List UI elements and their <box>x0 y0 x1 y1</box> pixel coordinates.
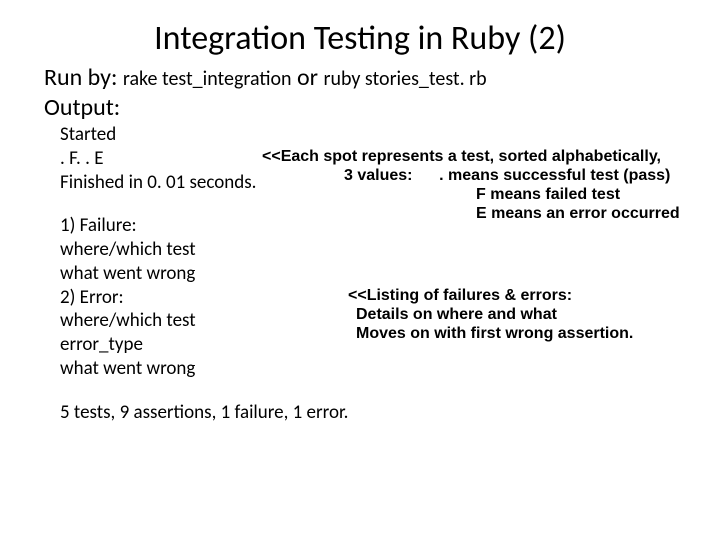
runby-line: Run by: rake test_integration or ruby st… <box>44 63 700 93</box>
out-failure-l1: where/which test <box>60 238 700 262</box>
out-summary: 5 tests, 9 assertions, 1 failure, 1 erro… <box>60 401 700 425</box>
out-failure-l2: what went wrong <box>60 262 700 286</box>
out-error-l3: what went wrong <box>60 357 700 381</box>
annotation-2-line2: Details on where and what <box>356 305 557 324</box>
runby-label: Run by: <box>44 63 117 92</box>
annotation-2-line1: <<Listing of failures & errors: <box>348 286 572 305</box>
content-area: Run by: rake test_integration or ruby st… <box>0 63 720 424</box>
annotation-1-line3: F means failed test <box>476 185 620 204</box>
out-started: Started <box>60 123 700 147</box>
annotation-2-line3: Moves on with first wrong assertion. <box>356 324 633 343</box>
cmd2: ruby stories_test. rb <box>323 67 486 91</box>
or-label: or <box>297 63 318 92</box>
output-label: Output: <box>44 93 700 123</box>
slide-title: Integration Testing in Ruby (2) <box>0 0 720 63</box>
annotation-1-line1: <<Each spot represents a test, sorted al… <box>262 147 661 166</box>
annotation-1-line2: 3 values: . means successful test (pass) <box>344 166 670 185</box>
output-block: Started . F. . E Finished in 0. 01 secon… <box>44 123 700 424</box>
cmd1: rake test_integration <box>123 67 292 91</box>
annotation-1-line4: E means an error occurred <box>476 204 680 223</box>
